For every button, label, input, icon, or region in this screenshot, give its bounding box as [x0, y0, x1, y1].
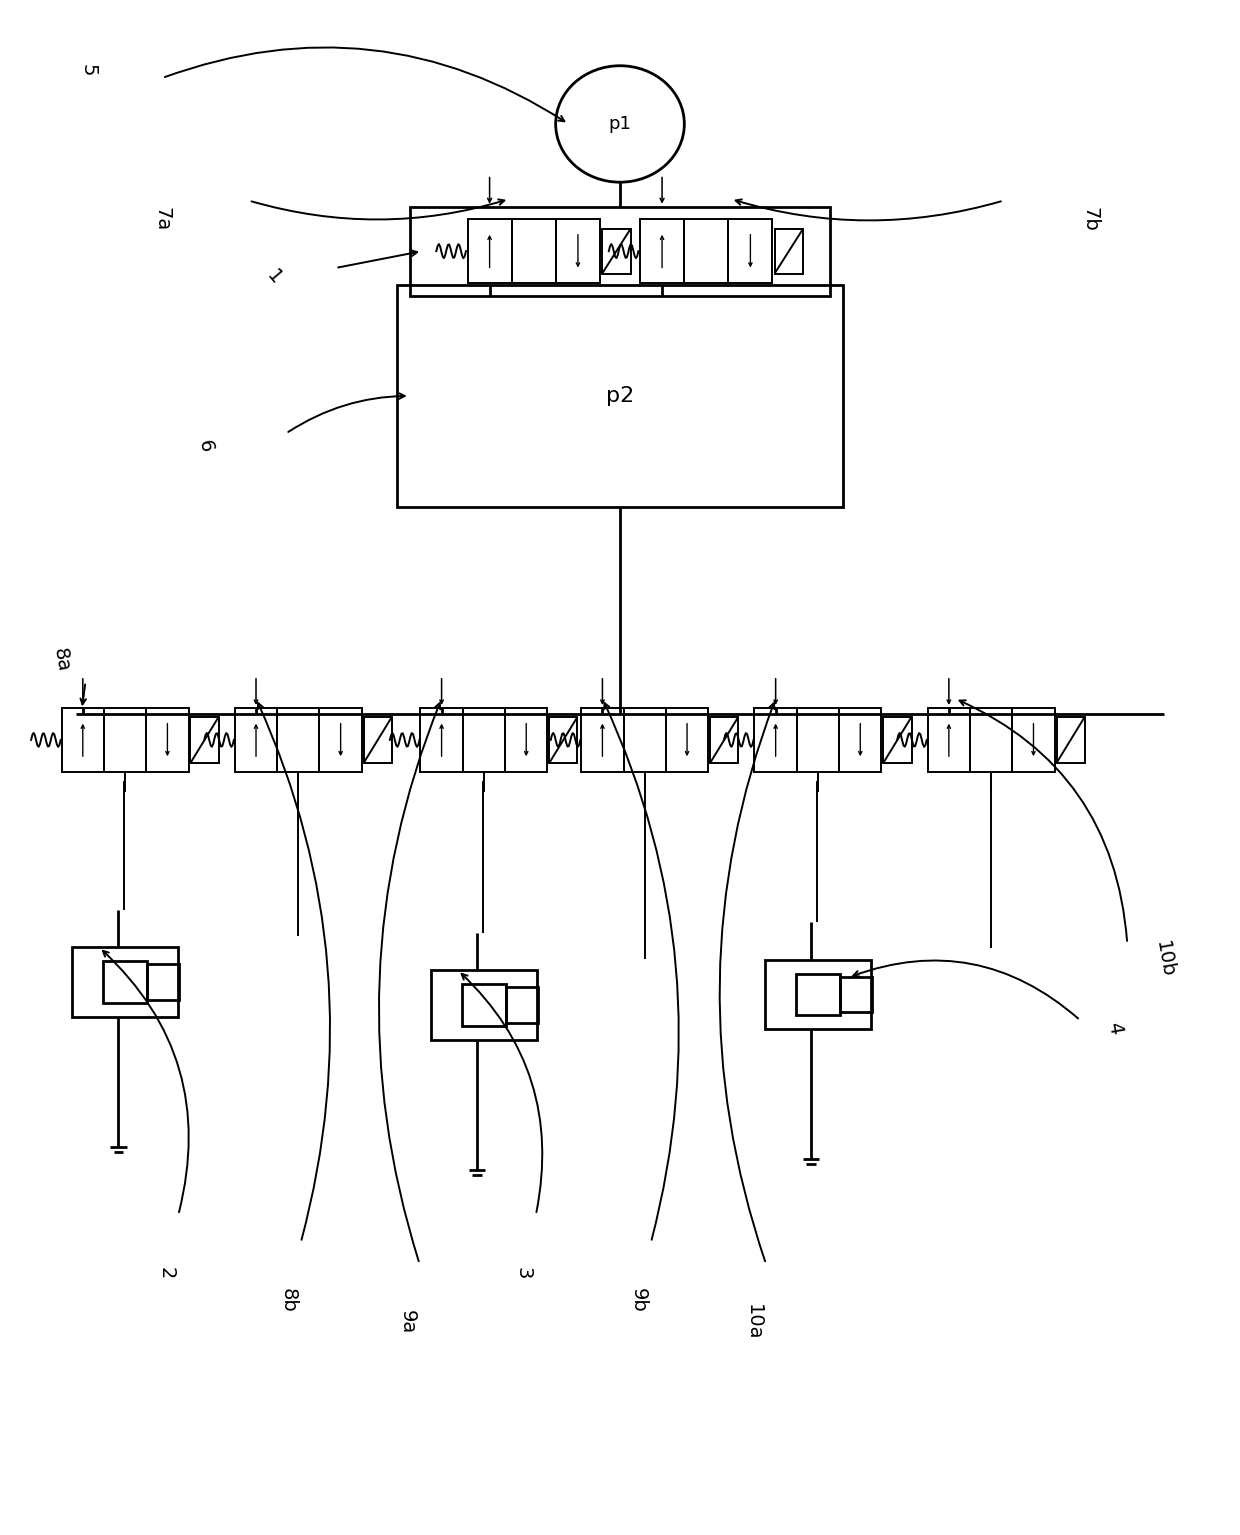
Text: 3: 3 [515, 1266, 533, 1279]
Text: 6: 6 [195, 437, 216, 453]
Text: 2: 2 [156, 1266, 175, 1279]
Bar [765, 959, 870, 1028]
Bar [62, 708, 104, 772]
Text: 7b: 7b [1080, 207, 1100, 232]
Bar [512, 220, 556, 284]
Bar [463, 708, 505, 772]
Text: 1: 1 [263, 267, 285, 289]
Bar [582, 708, 624, 772]
Text: p2: p2 [606, 385, 634, 405]
Bar [103, 961, 148, 1002]
Bar [363, 717, 392, 763]
Bar [970, 708, 1012, 772]
Text: p1: p1 [609, 115, 631, 134]
Bar [603, 229, 631, 273]
Bar [234, 708, 278, 772]
Text: 8a: 8a [50, 646, 72, 674]
Bar [278, 708, 320, 772]
Bar [409, 207, 831, 296]
Bar [684, 220, 728, 284]
Bar [754, 708, 797, 772]
Bar [191, 717, 218, 763]
Text: 5: 5 [78, 64, 98, 77]
Bar [839, 708, 882, 772]
Bar [928, 708, 970, 772]
Bar [556, 220, 600, 284]
Bar [146, 708, 188, 772]
Text: 7a: 7a [153, 207, 171, 232]
Bar [397, 286, 843, 507]
Text: 9a: 9a [398, 1309, 417, 1334]
Bar [797, 708, 839, 772]
Bar [104, 708, 146, 772]
Bar [1012, 708, 1055, 772]
Bar [666, 708, 708, 772]
Bar [320, 708, 362, 772]
Text: 10a: 10a [744, 1303, 763, 1340]
Bar [1056, 717, 1085, 763]
Bar [728, 220, 773, 284]
Bar [432, 970, 537, 1039]
Bar [711, 717, 738, 763]
Bar [549, 717, 578, 763]
Bar [467, 220, 512, 284]
Bar [841, 976, 872, 1012]
Bar [461, 984, 506, 1025]
Bar [420, 708, 463, 772]
Bar [796, 973, 841, 1015]
Bar [883, 717, 911, 763]
Text: 9b: 9b [629, 1288, 649, 1312]
Text: 4: 4 [1105, 1021, 1126, 1036]
Bar [72, 947, 177, 1016]
Bar [640, 220, 684, 284]
Bar [148, 964, 179, 999]
Text: 10b: 10b [1152, 939, 1177, 979]
Bar [505, 708, 547, 772]
Bar [775, 229, 804, 273]
Bar [506, 987, 538, 1022]
Bar [624, 708, 666, 772]
Text: 8b: 8b [279, 1288, 298, 1312]
